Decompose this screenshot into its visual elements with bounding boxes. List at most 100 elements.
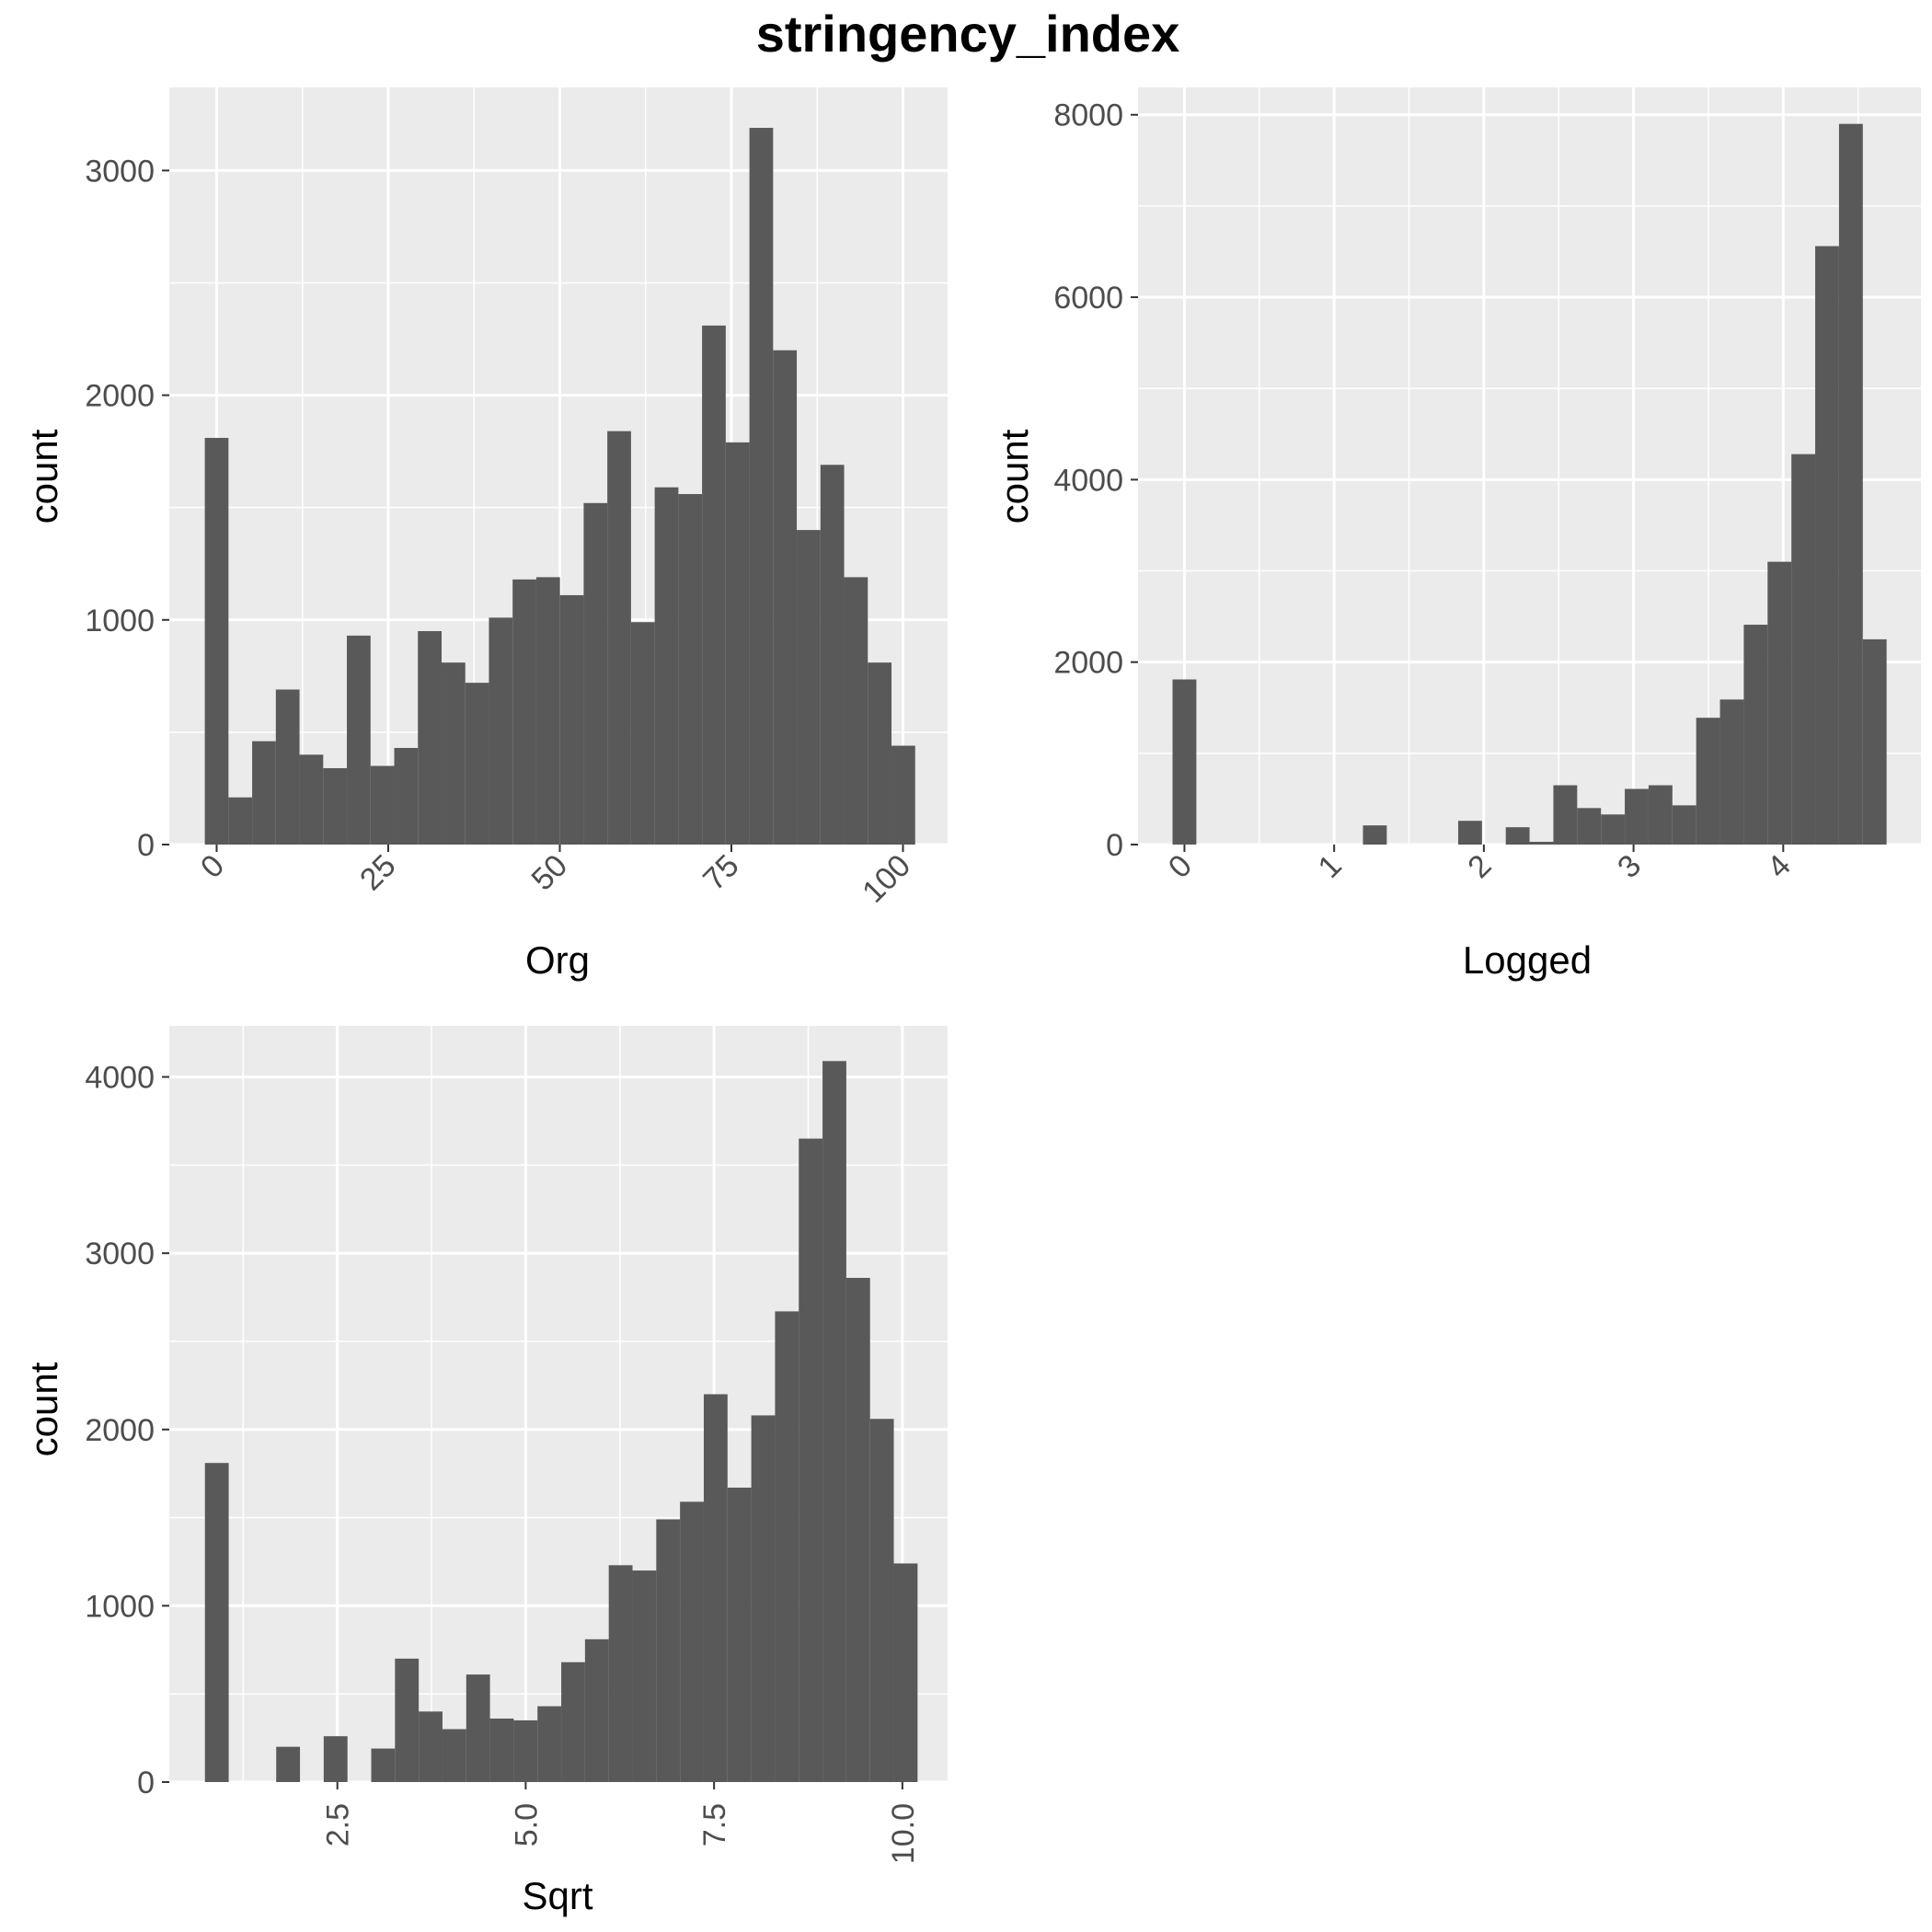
histogram-bar [323, 767, 348, 845]
histogram-bar [535, 577, 560, 845]
histogram-bar [1719, 699, 1744, 845]
y-axis-label-sqrt: count [22, 1362, 65, 1456]
x-tick-label: 5.0 [509, 1803, 544, 1846]
histogram-bar [559, 594, 584, 845]
y-tick-label: 1000 [85, 1589, 155, 1624]
histogram-bar [702, 325, 726, 845]
histogram-bar [893, 1563, 918, 1782]
histogram-bar [822, 1061, 846, 1782]
histogram-bar [891, 745, 915, 845]
histogram-bar [584, 1639, 609, 1782]
histogram-bar [820, 465, 845, 845]
histogram-bar [654, 487, 679, 845]
y-tick-label: 2000 [85, 1413, 155, 1448]
histogram-bar [252, 741, 276, 845]
histogram-bar [465, 683, 489, 845]
histogram-bar [632, 1570, 657, 1782]
y-tick-label: 1000 [85, 604, 155, 638]
histogram-bar [1172, 679, 1197, 845]
histogram-bar [727, 1488, 752, 1782]
histogram-bar [1815, 246, 1839, 845]
histogram-bar [395, 1658, 420, 1782]
y-tick-label: 2000 [1053, 646, 1123, 681]
figure-title: stringency_index [756, 5, 1180, 63]
histogram-bar [370, 765, 395, 845]
histogram-bar [419, 1711, 443, 1782]
histogram-bar [489, 1719, 514, 1782]
histogram-bar [204, 1463, 229, 1782]
histogram-bar [608, 1565, 633, 1782]
histogram-bar [1767, 561, 1792, 845]
histogram-bar [323, 1736, 348, 1782]
x-tick-label: 7.5 [697, 1803, 732, 1846]
histogram-bar [441, 662, 466, 845]
y-tick-label: 0 [137, 828, 155, 863]
histogram-bar [583, 502, 608, 845]
histogram-bar [799, 1138, 823, 1782]
histogram-bar [561, 1662, 585, 1782]
y-tick-label: 6000 [1053, 281, 1123, 316]
x-tick-label: 2.5 [321, 1803, 356, 1846]
histogram-bar [1363, 825, 1387, 845]
histogram-bar [703, 1394, 728, 1782]
histogram-bar [1457, 821, 1482, 845]
histogram-bar [844, 577, 868, 845]
x-axis-label-logged: Logged [1463, 938, 1592, 982]
x-tick-label: 10.0 [886, 1803, 921, 1864]
histogram-bar [868, 662, 892, 845]
x-axis-label-org: Org [525, 938, 590, 982]
histogram-bar [630, 622, 655, 845]
histogram-bar [775, 1311, 799, 1782]
histogram-bar [442, 1729, 466, 1782]
histogram-bar [418, 630, 442, 845]
histogram-bar [276, 1746, 301, 1782]
histogram-bar [512, 579, 536, 845]
histogram-bar [1553, 785, 1578, 845]
histogram-bar [537, 1706, 562, 1782]
y-tick-label: 8000 [1053, 98, 1123, 133]
histogram-bar [1838, 123, 1863, 845]
histogram-bar [513, 1719, 538, 1782]
histogram-bar [1672, 805, 1696, 845]
histogram-bar [797, 530, 821, 845]
histogram-bar [678, 494, 703, 845]
histogram-bar [751, 1415, 776, 1782]
histogram-bar [371, 1748, 396, 1782]
histogram-bar [489, 617, 513, 845]
histogram-bar [204, 437, 229, 845]
histogram-bar [1743, 625, 1768, 845]
histogram-bar [394, 747, 419, 845]
histogram-bar [275, 689, 300, 845]
histogram-bar [228, 797, 253, 845]
y-axis-label-logged: count [993, 429, 1036, 523]
histogram-bar [1696, 718, 1720, 845]
histogram-bar [347, 635, 371, 845]
y-tick-label: 2000 [85, 379, 155, 414]
histogram-bar [773, 350, 798, 845]
histogram-bar [607, 431, 631, 845]
histogram-bar [1529, 842, 1554, 845]
histogram-bar [680, 1501, 704, 1782]
y-tick-label: 4000 [85, 1061, 155, 1096]
histogram-bar [725, 442, 750, 845]
y-tick-label: 0 [1106, 828, 1123, 863]
x-axis-label-sqrt: Sqrt [522, 1874, 592, 1917]
histogram-bar [656, 1519, 681, 1782]
y-tick-label: 3000 [85, 154, 155, 189]
y-axis-label-org: count [22, 429, 65, 523]
histogram-bar [1577, 808, 1602, 845]
y-tick-label: 0 [137, 1765, 155, 1800]
histogram-bar [869, 1419, 894, 1782]
y-tick-label: 3000 [85, 1236, 155, 1271]
histogram-bar [1601, 814, 1626, 845]
histogram-bar [1648, 785, 1673, 845]
histogram-bar [466, 1674, 490, 1782]
histogram-panel-sqrt: count Sqrt 0 1000 2000 3000 4000 2.5 5.0 7.5 10.… [22, 1026, 948, 1917]
histogram-bar [1862, 638, 1887, 845]
histogram-bar [299, 754, 324, 845]
y-tick-label: 4000 [1053, 463, 1123, 498]
histogram-bar [1791, 454, 1816, 845]
